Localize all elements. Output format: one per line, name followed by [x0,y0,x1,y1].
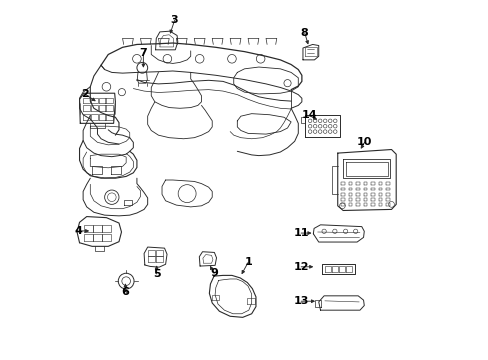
Text: 11: 11 [293,228,308,238]
Text: 5: 5 [153,269,160,279]
Text: 7: 7 [139,48,147,58]
Text: 3: 3 [170,15,178,26]
Text: 10: 10 [356,138,371,147]
Text: 14: 14 [301,111,316,121]
Text: 8: 8 [300,28,308,38]
Text: 9: 9 [210,268,218,278]
Text: 13: 13 [293,296,308,306]
Text: 4: 4 [75,226,82,236]
Text: 12: 12 [293,262,308,272]
Text: 2: 2 [81,89,89,99]
Text: 1: 1 [244,257,251,267]
Text: 6: 6 [121,287,129,297]
